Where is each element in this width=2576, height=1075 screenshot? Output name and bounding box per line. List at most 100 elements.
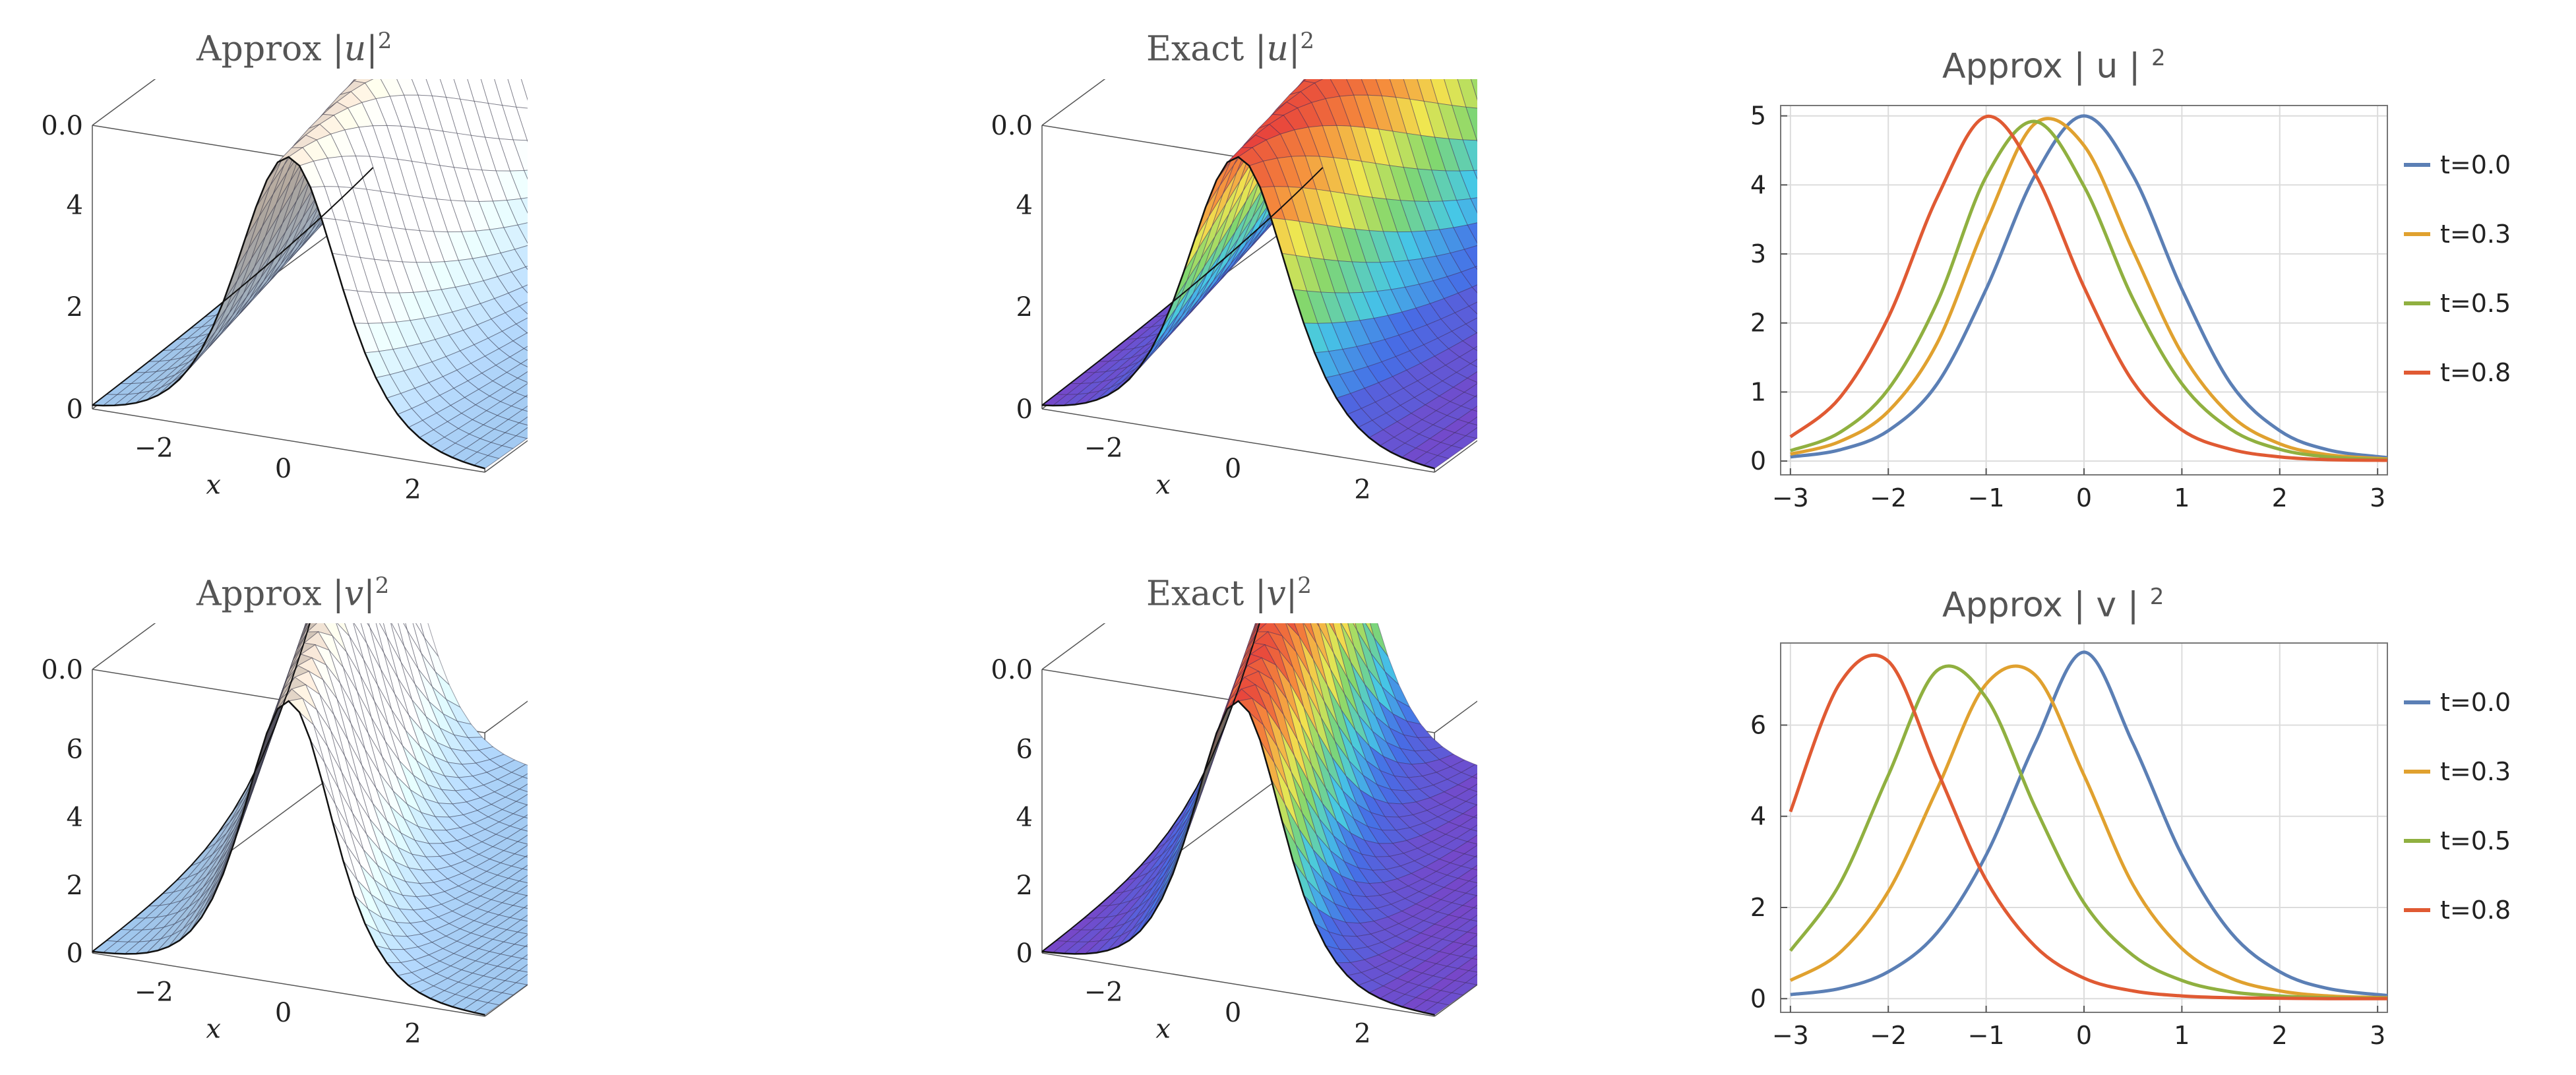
front-edge-curve [92,700,485,1016]
surface-patch [505,789,528,802]
y-tick-label: 2 [1750,309,1766,338]
surface-patch [1474,944,1477,948]
surface-patch [1471,954,1477,960]
box-edge [484,700,528,733]
surface-patch [504,880,528,894]
surface-patch [523,904,528,909]
surface-patch [518,964,528,973]
surface-patch [523,346,528,352]
y-tick-label: 0 [1750,984,1766,1013]
title-exact-v: Exact |v|2 [1146,572,1312,614]
x-axis-label: x [1155,470,1171,501]
surface-patch [302,623,308,632]
surface-patch [1457,958,1477,971]
surface-patch [1473,169,1477,180]
y-tick-label: 2 [1750,893,1766,922]
x-tick-label: −2 [135,433,173,463]
surface-patch [514,245,528,268]
surface-patch [1469,359,1477,368]
box-edge [1434,700,1477,733]
box-edge [92,79,156,126]
surface-patch [522,773,528,779]
surface-patch [518,875,528,884]
x-tick-label: 3 [2370,1021,2385,1050]
surface-patch [524,944,528,948]
surface-patch [1469,824,1477,832]
surface-patch [1463,383,1477,397]
t-tick-label: 0.0 [991,111,1033,141]
surface-patch [1457,409,1477,423]
t-tick-label: 0.0 [991,655,1033,685]
legend-label: t=0.3 [2440,220,2511,249]
front-edge-curve [92,156,485,470]
x-tick-label: 2 [404,1019,421,1049]
x-tick-label: 0 [1225,454,1241,484]
x-tick-label: −2 [1870,1021,1907,1050]
x-tick-label: −2 [1870,483,1907,512]
surface-patch [507,776,528,790]
surface-patch [520,359,528,368]
surface-patch [1457,776,1477,790]
surface-patch [507,958,528,971]
surface-patch [1471,773,1477,779]
surface-patch [1468,964,1477,973]
chart-title-approx-v: Approx | v | 2 [1942,584,2164,625]
surface-patch [514,383,528,397]
surface-patch [521,954,528,960]
surface-patch [523,169,528,180]
surface-patch [1463,245,1477,268]
z-tick-label: 6 [1016,734,1033,764]
legend-label: t=0.3 [2440,757,2511,786]
x-tick-label: −1 [1968,483,2005,512]
surface-patch [1473,346,1477,352]
surface-patch [1454,789,1477,802]
surface-mesh [1041,623,1477,1016]
z-tick-label: 0 [1016,938,1033,969]
y-tick-label: 4 [1750,170,1766,199]
surface-patch [1469,914,1477,922]
surface-patch [526,332,528,334]
surface-patch [515,973,528,985]
x-axis-label: x [1155,1014,1171,1045]
x-tick-label: 0 [2076,1021,2092,1050]
surface-mesh [91,79,528,469]
y-tick-label: 5 [1750,102,1766,131]
surface-patch [1474,394,1477,398]
surface-patch [1471,406,1477,412]
surface-patch [525,266,528,270]
z-tick-label: 2 [67,871,83,901]
line-chart-approx-v: −3 −2 −1 0 1 2 3 0 2 4 6 t=0.0 t=0.3 t=0.5 t=0.8 [1750,642,2511,1050]
surface-patch [1252,623,1258,632]
series-line-t=0.0 [1790,114,2388,460]
z-tick-label: 4 [67,803,83,833]
z-tick-label: 4 [1016,190,1033,220]
x-tick-label: 0 [275,454,291,484]
surface-mesh [1041,79,1477,469]
left-edge-curve [1041,167,1324,406]
surface-patch [524,394,528,398]
x-axis-label: x [206,470,221,501]
x-tick-label: −3 [1772,1021,1809,1050]
legend-label: t=0.0 [2440,150,2511,179]
surface-patch [1468,875,1477,884]
series-line-t=0.3 [1790,117,2388,461]
surface-patch [1475,266,1477,270]
t-tick-label: 0.0 [41,111,83,141]
surface-patch [1457,868,1477,882]
surface-patch [1471,865,1477,871]
x-tick-label: 2 [1354,1019,1370,1049]
series-line-t=0.5 [1789,664,2388,1000]
x-tick-label: 2 [2272,1021,2288,1050]
y-tick-label: 1 [1750,377,1766,406]
surface-patch [503,377,528,393]
surface-patch [521,865,528,871]
surface-patch [1452,377,1477,393]
left-edge-curve [1041,623,1260,952]
series-line-t=0.8 [1789,653,2388,1000]
series-line-t=0.8 [1789,114,2388,462]
title-exact-u: Exact |u|2 [1146,28,1315,69]
legend-label: t=0.8 [2440,358,2511,387]
surface-patch [526,140,528,143]
surface-patch [520,914,528,922]
